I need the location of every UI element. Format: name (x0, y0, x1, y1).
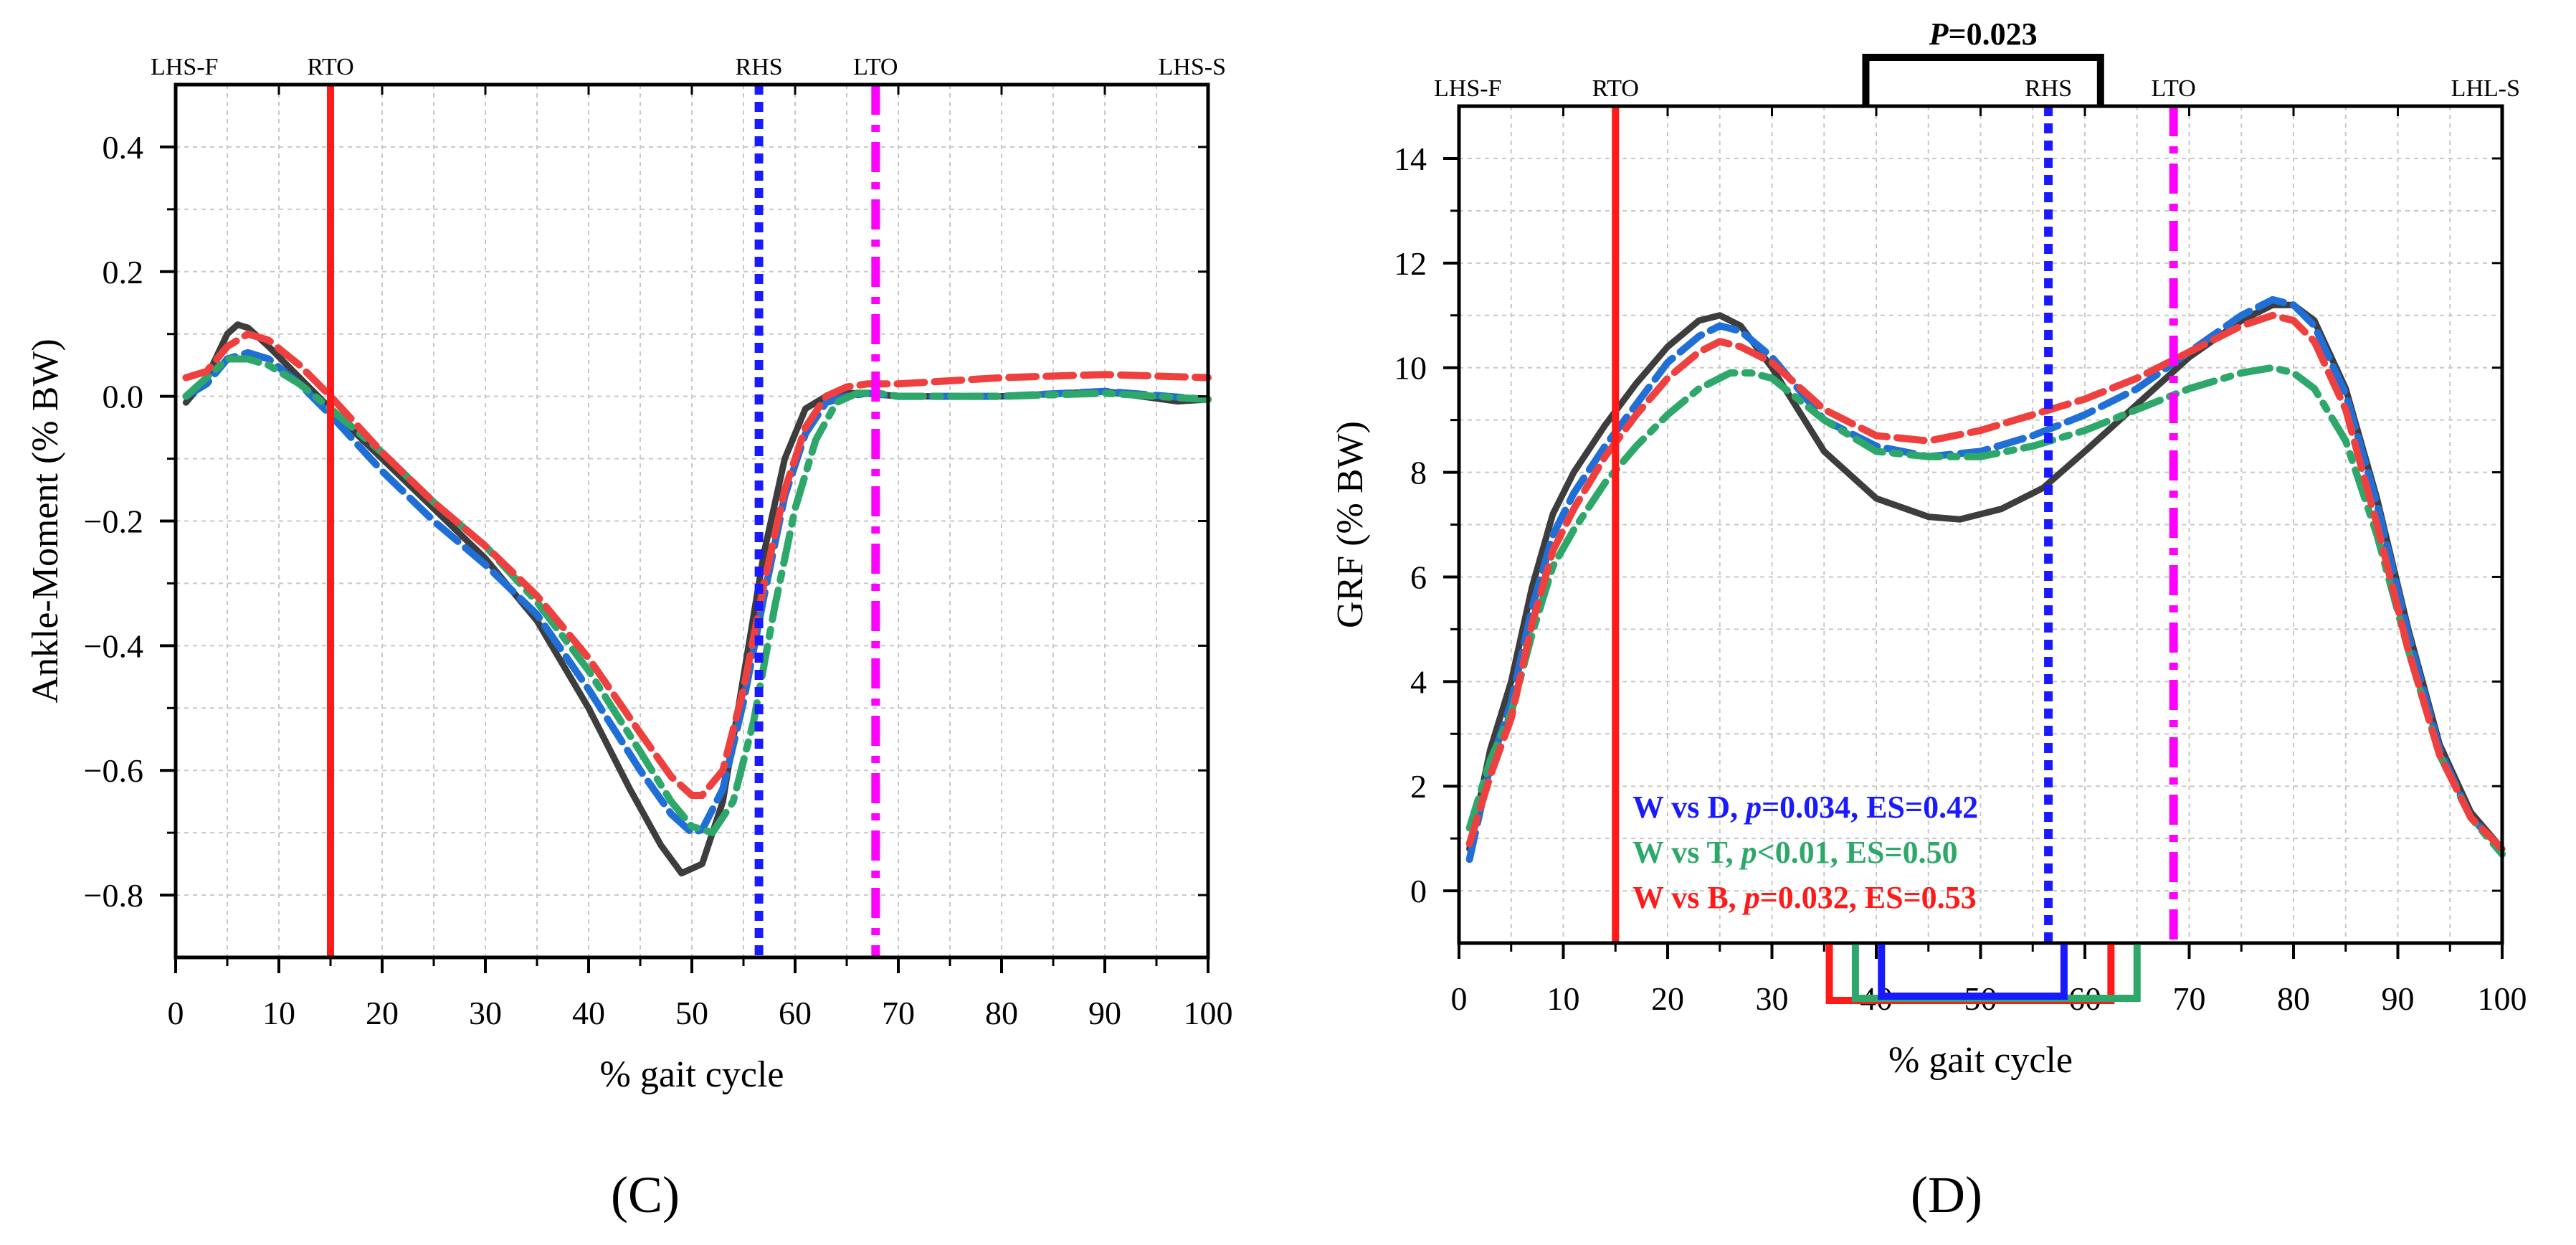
event-label-rto: RTO (307, 54, 353, 80)
stat-annotations: W vs D, p=0.034, ES=0.42W vs T, p<0.01, … (1632, 790, 1978, 915)
x-axis-label: % gait cycle (1888, 1040, 2073, 1081)
series-line-b (182, 330, 1212, 799)
stat-annotation-part: p (1741, 880, 1760, 915)
stat-annotation-part: p (1739, 835, 1757, 870)
y-tick-label: −0.8 (84, 877, 143, 914)
x-tick-label: 20 (366, 995, 399, 1031)
stat-annotation: W vs B, p=0.032, ES=0.53 (1632, 880, 1977, 915)
event-label-lto: LTO (2151, 75, 2195, 102)
event-label-lhs-f: LHS-F (1434, 75, 1501, 102)
panel-d: LHS-F RTO RHS LTO LHL-S0 10 20 30 40 50 60 70 80 90 10… (1330, 16, 2527, 1223)
x-tick-label: 50 (675, 995, 708, 1031)
grid (176, 85, 1208, 957)
y-tick-label: −0.4 (84, 628, 143, 664)
x-tick-label: 0 (168, 995, 184, 1031)
event-label-lhs-s: LHS-S (1159, 54, 1226, 80)
x-tick-label: 70 (882, 995, 915, 1031)
event-label-rhs: RHS (2025, 75, 2072, 102)
stat-annotation: W vs D, p=0.034, ES=0.42 (1632, 790, 1978, 825)
stat-annotation-part: =0.032, ES=0.53 (1760, 880, 1977, 915)
x-tick-label: 80 (985, 995, 1018, 1031)
x-tick-label: 30 (469, 995, 502, 1031)
y-tick-label: −0.2 (84, 503, 143, 540)
y-axis: −0.8 −0.6 −0.4 −0.2 0.0 0.2 0.4 (84, 129, 1208, 914)
x-axis: 0 10 20 30 40 50 60 70 80 90 100 (168, 85, 1233, 1031)
x-tick-label: 40 (572, 995, 605, 1031)
x-tick-label: 60 (779, 995, 812, 1031)
x-tick-label: 100 (1184, 995, 1233, 1031)
y-axis-label: GRF (% BW) (1330, 421, 1371, 628)
x-tick-label: 90 (1088, 995, 1121, 1031)
panel-label: (D) (1911, 1166, 1982, 1223)
series-group (1465, 295, 2506, 863)
event-label-rto: RTO (1592, 75, 1639, 102)
series-group (182, 321, 1212, 877)
x-axis: 0 10 20 30 40 50 60 70 80 90 100 (1451, 106, 2527, 1017)
stat-annotation-part: =0.034, ES=0.42 (1762, 790, 1978, 825)
series-line-t (1465, 364, 2506, 858)
x-tick-label: 20 (1651, 980, 1684, 1017)
significance-bracket-top (1862, 54, 2104, 108)
x-tick-label: 90 (2382, 980, 2415, 1017)
event-label-lhs-f: LHS-F (151, 54, 218, 80)
stat-annotation: W vs T, p<0.01, ES=0.50 (1632, 835, 1958, 870)
y-tick-label: −0.6 (84, 752, 143, 789)
y-tick-label: 10 (1394, 350, 1427, 387)
x-tick-label: 10 (1547, 980, 1580, 1017)
significance-label-p: P (1929, 16, 1949, 52)
y-tick-label: 0.4 (103, 129, 144, 166)
y-tick-label: 0 (1410, 873, 1427, 909)
series-line-d (182, 349, 1212, 837)
x-tick-label: 80 (2277, 980, 2310, 1017)
event-label-rhs: RHS (736, 54, 783, 80)
series-line-t (182, 355, 1212, 837)
stat-annotation-part: W vs B, (1632, 880, 1744, 915)
stat-annotation-part: W vs T, (1632, 835, 1741, 870)
significance-label-top: P=0.023 (1929, 16, 2038, 52)
significance-label-value: =0.023 (1949, 16, 2038, 52)
stat-annotation-part: W vs D, (1632, 790, 1746, 825)
event-label-lhl-s: LHL-S (2451, 75, 2520, 102)
y-tick-label: 0.2 (103, 254, 144, 290)
stat-annotation-part: p (1743, 790, 1762, 825)
y-axis-label: Ankle-Moment (% BW) (25, 339, 66, 703)
panel-label: (C) (611, 1166, 680, 1223)
y-axis: 0 2 4 6 8 10 12 14 (1394, 141, 2502, 909)
panel-c: LHS-F RTO RHS LTO LHS-S 0 10 20 30 40 50 60 70 80 90 10… (25, 54, 1233, 1223)
y-tick-label: 4 (1410, 663, 1427, 700)
y-tick-label: 6 (1410, 559, 1427, 595)
y-tick-label: 8 (1410, 455, 1427, 491)
y-tick-label: 2 (1410, 768, 1427, 805)
gait-events: LHS-F RTO RHS LTO LHS-S (151, 54, 1226, 957)
significance-bracket-w-vs-d (1878, 945, 2068, 1000)
x-tick-label: 30 (1756, 980, 1789, 1017)
gait-events: LHS-F RTO RHS LTO LHL-S (1434, 75, 2520, 943)
series-line-b (1465, 311, 2506, 853)
stat-annotation-part: <0.01, ES=0.50 (1757, 835, 1958, 870)
x-tick-label: 70 (2173, 980, 2206, 1017)
event-label-lto: LTO (853, 54, 898, 80)
series-line-d (1465, 295, 2506, 863)
y-tick-label: 12 (1394, 245, 1427, 282)
x-axis-label: % gait cycle (600, 1054, 784, 1095)
x-tick-label: 10 (262, 995, 295, 1031)
x-tick-label: 100 (2478, 980, 2527, 1017)
x-tick-label: 0 (1451, 980, 1468, 1017)
y-tick-label: 0.0 (103, 379, 144, 415)
y-tick-label: 14 (1394, 141, 1427, 177)
